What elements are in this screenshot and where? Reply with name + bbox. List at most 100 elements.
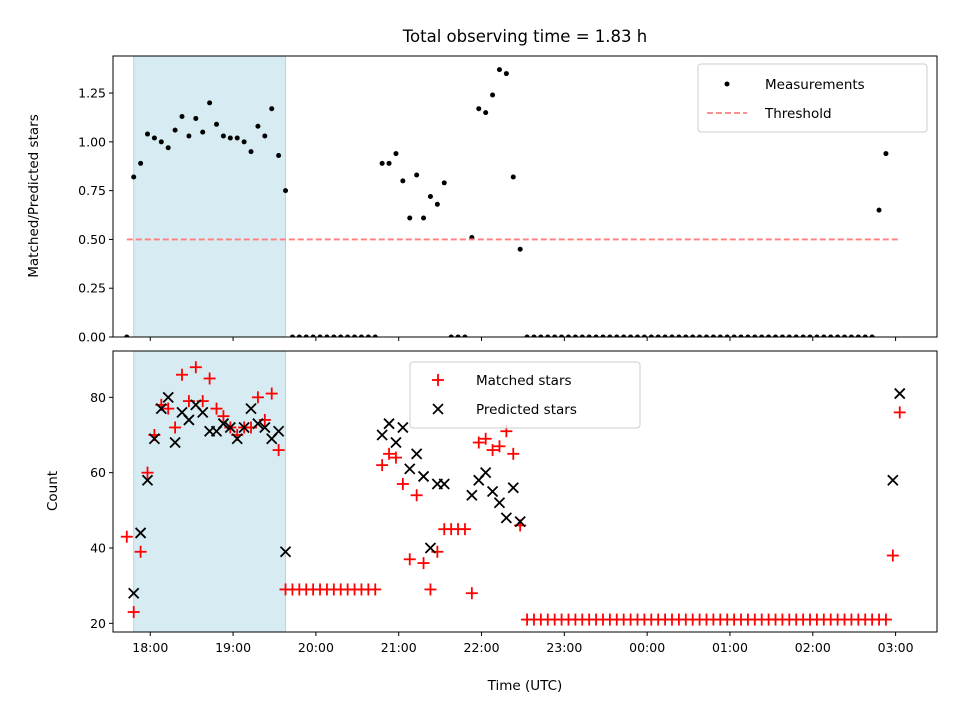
measurements-point: [441, 180, 447, 186]
observing-interval-shading-bottom: [133, 350, 287, 633]
matched-stars-point: [893, 406, 906, 419]
measurements-point: [503, 71, 509, 77]
measurements-point: [807, 334, 813, 337]
matched-stars-point: [458, 523, 471, 536]
measurements-point: [662, 334, 668, 337]
top-axes-frame: [112, 55, 938, 338]
predicted-stars-point: [390, 436, 402, 449]
matched-stars-point: [127, 606, 140, 619]
measurements-point: [324, 334, 330, 337]
measurements-point: [800, 334, 806, 337]
predicted-stars-point: [128, 587, 140, 599]
top-panel: 0.00 0.25 0.50 0.75 1.00 1.25 Matched/Predict…: [26, 55, 938, 345]
matched-stars-point: [886, 549, 899, 562]
y-tick-label: 20: [90, 616, 106, 631]
measurements-point: [358, 334, 364, 337]
matched-stars-point: [189, 361, 202, 374]
measurements-point: [607, 334, 613, 337]
matched-stars-point: [217, 410, 230, 423]
measurements-point: [131, 174, 137, 180]
top-legend: Measurements Threshold: [697, 63, 928, 133]
legend-measurements-label: Measurements: [765, 77, 865, 93]
top-y-axis: 0.00 0.25 0.50 0.75 1.00 1.25: [78, 86, 113, 345]
matched-stars-point: [120, 530, 133, 543]
measurements-point: [773, 334, 779, 337]
measurements-point: [683, 334, 689, 337]
x-tick-label: 01:00: [712, 640, 748, 655]
x-tick-label: 02:00: [795, 640, 831, 655]
matched-stars-point: [176, 368, 189, 381]
measurements-point: [552, 334, 558, 337]
predicted-stars-point: [417, 470, 430, 483]
matched-stars-point: [141, 466, 154, 479]
legend-matched-marker: [432, 374, 444, 386]
x-tick-label: 03:00: [878, 640, 914, 655]
measurements-point: [510, 174, 516, 180]
legend-measurements-marker: [724, 81, 730, 87]
measurements-point: [690, 334, 696, 337]
measurements-point: [869, 334, 875, 337]
matched-stars-point: [472, 436, 485, 449]
measurements-point: [310, 334, 316, 337]
measurements-point: [331, 334, 337, 337]
predicted-stars-point: [148, 433, 161, 445]
measurements-point: [586, 334, 592, 337]
y-tick-label: 0.00: [78, 330, 106, 345]
measurements-point: [752, 334, 758, 337]
measurements-point: [593, 334, 599, 337]
matched-stars-point: [389, 451, 402, 464]
measurements-point: [731, 334, 737, 337]
predicted-stars-point: [224, 421, 236, 434]
measurements-point: [186, 133, 192, 139]
predicted-stars-point: [480, 467, 492, 479]
measurements-point: [386, 160, 392, 166]
predicted-stars-point: [383, 418, 395, 430]
measurements-point: [421, 215, 427, 221]
measurements-point: [600, 334, 606, 337]
x-axis-label: Time (UTC): [487, 678, 563, 694]
matched-stars-point: [265, 387, 278, 400]
x-tick-label: 21:00: [381, 640, 417, 655]
measurements-point: [641, 334, 647, 337]
shaded-interval: [133, 350, 287, 633]
matched-stars-point: [465, 587, 478, 600]
legend-matched-label: Matched stars: [476, 373, 572, 389]
predicted-stars-point: [438, 478, 450, 490]
predicted-stars-point: [245, 402, 257, 415]
measurements-point: [814, 334, 820, 337]
matched-stars-point: [134, 545, 147, 558]
measurements-point: [766, 334, 772, 337]
measurements-point: [524, 334, 530, 337]
measurements-point: [400, 178, 406, 184]
measurements-point: [158, 139, 164, 145]
measurements-point: [621, 334, 627, 337]
matched-stars-point: [203, 372, 216, 385]
predicted-stars-point: [259, 421, 271, 434]
predicted-stars-point: [894, 387, 906, 400]
measurements-point: [483, 110, 489, 116]
top-legend-box: [697, 63, 928, 133]
x-tick-label: 00:00: [629, 640, 665, 655]
measurements-point: [565, 334, 571, 337]
predicted-stars-point: [493, 497, 506, 509]
measurements-point: [496, 67, 502, 73]
measurements-point: [648, 334, 654, 337]
y-tick-label: 40: [90, 541, 106, 556]
measurements-point: [248, 149, 254, 155]
matched-stars-point: [383, 447, 396, 460]
predicted-stars-point: [169, 436, 181, 449]
measurements-point: [255, 123, 261, 129]
measurements-point: [848, 334, 854, 337]
measurements-point: [628, 334, 634, 337]
predicted-stars-point: [272, 425, 285, 437]
measurements-point: [276, 153, 282, 159]
predicted-stars-point: [197, 406, 209, 419]
matched-stars-point: [403, 553, 416, 566]
measurements-point: [793, 334, 799, 337]
predicted-stars-point: [887, 474, 899, 486]
matched-stars-point: [162, 402, 175, 415]
measurements-point: [476, 106, 482, 112]
measurements-point: [317, 334, 323, 337]
matched-stars-point: [169, 421, 182, 434]
